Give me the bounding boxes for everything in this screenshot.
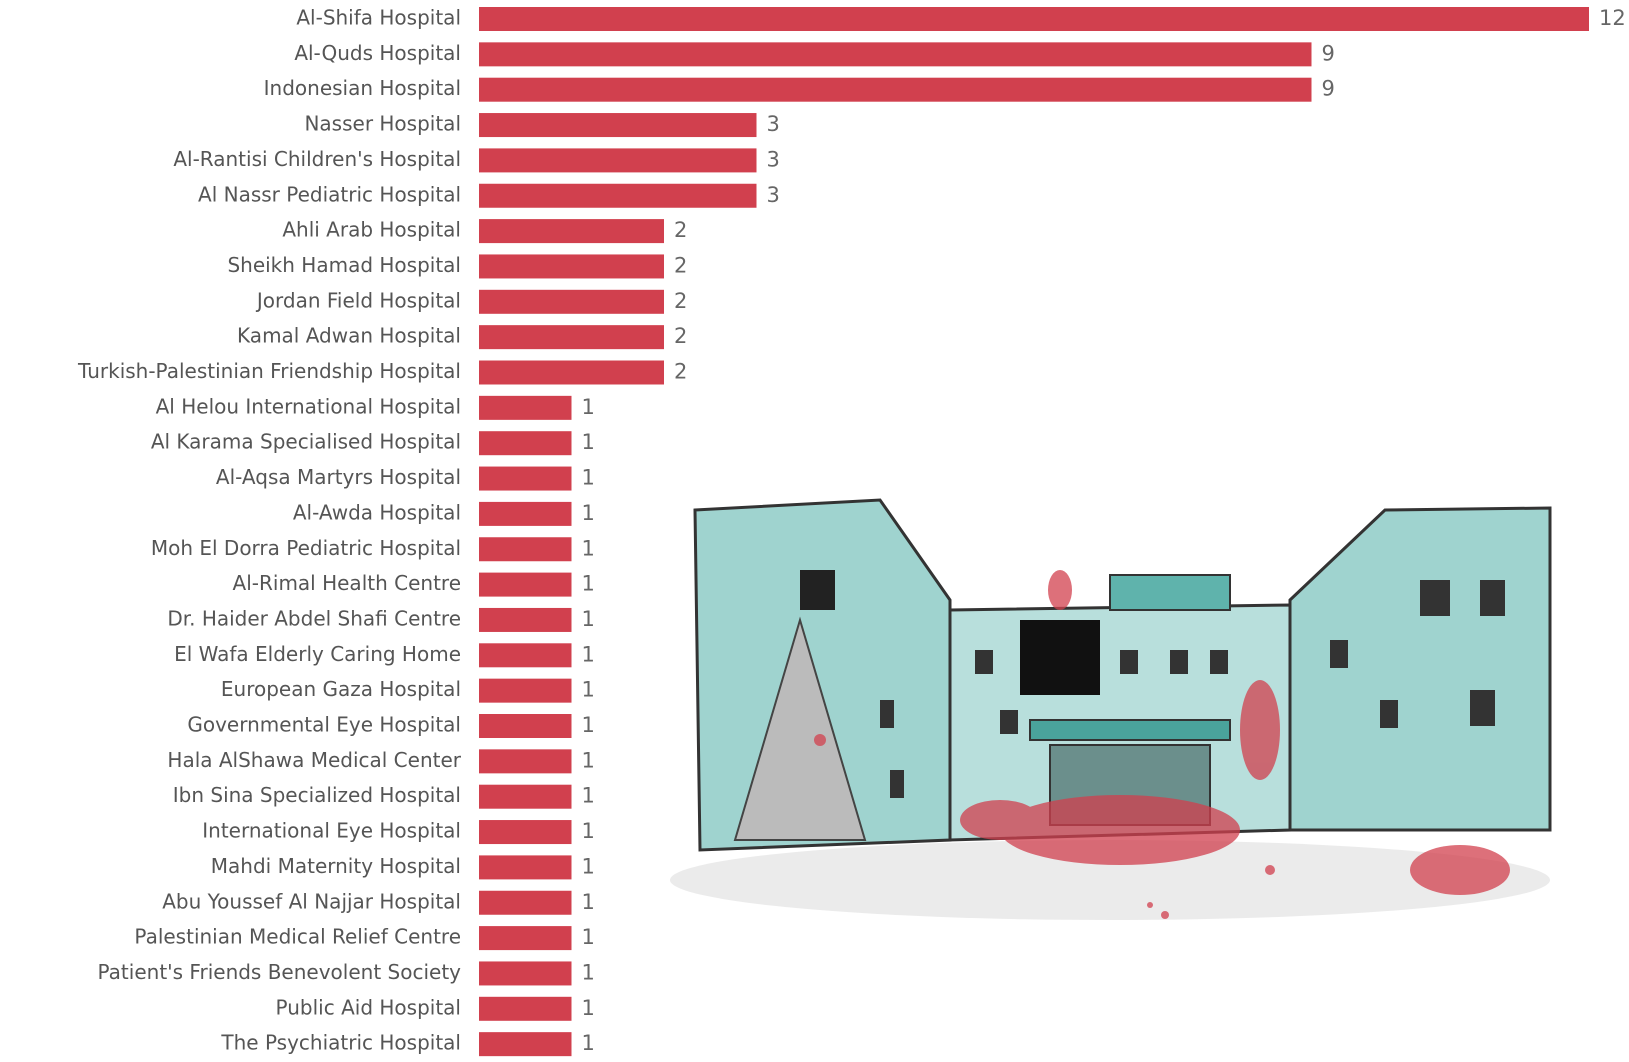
bar (479, 219, 664, 243)
category-label: Jordan Field Hospital (255, 288, 461, 312)
bar (479, 749, 572, 773)
category-label: Al-Rantisi Children's Hospital (173, 147, 461, 171)
value-label: 1 (582, 996, 595, 1020)
category-label: The Psychiatric Hospital (220, 1031, 461, 1055)
category-label: Sheikh Hamad Hospital (227, 253, 461, 277)
value-label: 1 (582, 890, 595, 914)
bar (479, 537, 572, 561)
bar (479, 714, 572, 738)
value-label: 1 (582, 819, 595, 843)
category-label: Indonesian Hospital (264, 76, 461, 100)
category-label: Al-Shifa Hospital (296, 6, 461, 30)
bar (479, 184, 757, 208)
category-label: Al Karama Specialised Hospital (151, 430, 461, 454)
value-label: 1 (582, 1031, 595, 1055)
bar (479, 926, 572, 950)
value-label: 1 (582, 784, 595, 808)
category-label: Mahdi Maternity Hospital (211, 854, 461, 878)
category-label: Al-Rimal Health Centre (233, 571, 461, 595)
category-label: Kamal Adwan Hospital (237, 324, 461, 348)
category-label: Abu Youssef Al Najjar Hospital (162, 889, 461, 913)
value-label: 1 (582, 466, 595, 490)
bar (479, 785, 572, 809)
value-label: 1 (582, 572, 595, 596)
category-label: Al-Quds Hospital (294, 41, 461, 65)
category-label: Public Aid Hospital (276, 995, 461, 1019)
value-label: 1 (582, 748, 595, 772)
bar (479, 891, 572, 915)
value-label: 2 (674, 253, 687, 277)
category-label: Al Nassr Pediatric Hospital (198, 182, 461, 206)
value-label: 3 (767, 183, 780, 207)
value-label: 9 (1322, 77, 1335, 101)
category-label: Al Helou International Hospital (156, 394, 461, 418)
value-label: 1 (582, 607, 595, 631)
bar (479, 290, 664, 314)
value-label: 9 (1322, 41, 1335, 65)
value-label: 1 (582, 960, 595, 984)
bar (479, 42, 1312, 66)
category-label: Al-Awda Hospital (293, 500, 461, 524)
category-label: Al-Aqsa Martyrs Hospital (216, 465, 461, 489)
bar (479, 325, 664, 349)
category-label: European Gaza Hospital (221, 677, 461, 701)
value-label: 2 (674, 289, 687, 313)
value-label: 1 (582, 501, 595, 525)
category-label: Dr. Haider Abdel Shafi Centre (167, 606, 461, 630)
chart: Al-Shifa Hospital12Al-Quds Hospital9Indo… (0, 0, 1629, 1058)
value-label: 2 (674, 324, 687, 348)
category-label: Turkish-Palestinian Friendship Hospital (77, 359, 461, 383)
value-label: 2 (674, 360, 687, 384)
bar (479, 78, 1312, 102)
bar (479, 855, 572, 879)
bar (479, 997, 572, 1021)
category-label: Moh El Dorra Pediatric Hospital (151, 536, 461, 560)
bar (479, 467, 572, 491)
bar (479, 573, 572, 597)
category-label: Hala AlShawa Medical Center (167, 748, 461, 772)
value-label: 2 (674, 218, 687, 242)
bar (479, 396, 572, 420)
value-label: 1 (582, 678, 595, 702)
bar (479, 361, 664, 385)
bar (479, 113, 757, 137)
value-label: 1 (582, 430, 595, 454)
bar (479, 679, 572, 703)
value-label: 1 (582, 395, 595, 419)
value-label: 1 (582, 713, 595, 737)
value-label: 1 (582, 854, 595, 878)
bar (479, 1032, 572, 1056)
hospital-illustration (670, 500, 1550, 920)
bar (479, 820, 572, 844)
value-label: 1 (582, 642, 595, 666)
bar (479, 502, 572, 526)
value-label: 3 (767, 112, 780, 136)
category-label: Governmental Eye Hospital (187, 713, 461, 737)
bar (479, 608, 572, 632)
category-label: Ibn Sina Specialized Hospital (173, 783, 461, 807)
bar (479, 431, 572, 455)
category-label: Nasser Hospital (304, 112, 461, 136)
category-label: El Wafa Elderly Caring Home (174, 642, 461, 666)
bar (479, 254, 664, 278)
bar (479, 643, 572, 667)
bar (479, 7, 1589, 31)
value-label: 12 (1599, 6, 1626, 30)
category-label: International Eye Hospital (202, 819, 461, 843)
category-label: Ahli Arab Hospital (282, 218, 461, 242)
category-label: Patient's Friends Benevolent Society (98, 960, 462, 984)
bar (479, 148, 757, 172)
category-label: Palestinian Medical Relief Centre (134, 925, 461, 949)
value-label: 1 (582, 925, 595, 949)
bar (479, 961, 572, 985)
value-label: 1 (582, 536, 595, 560)
value-label: 3 (767, 147, 780, 171)
